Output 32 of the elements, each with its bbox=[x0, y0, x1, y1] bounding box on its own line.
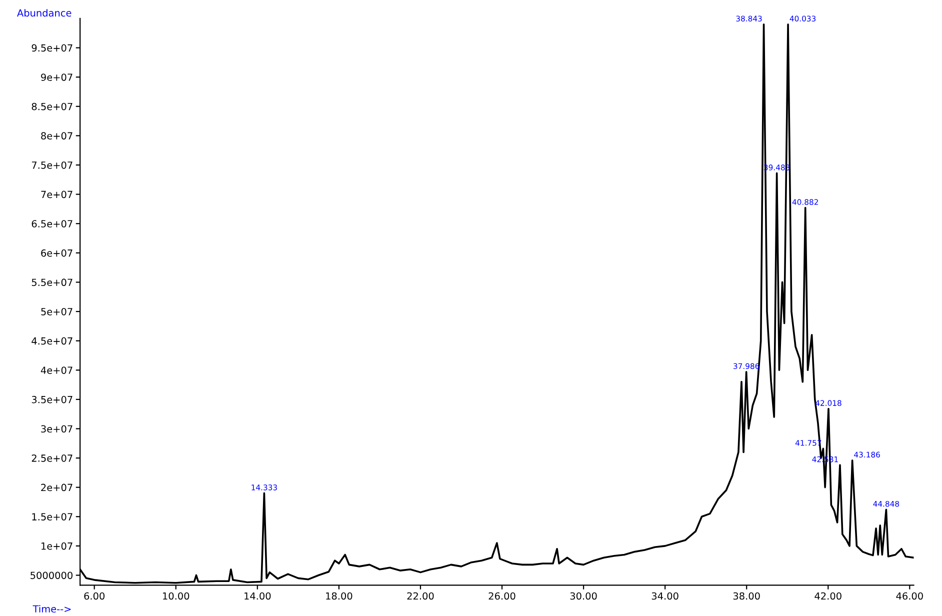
y-tick-label: 3e+07 bbox=[41, 425, 72, 433]
x-tick-label: 42.00 bbox=[814, 592, 842, 600]
y-tick-label: 2.5e+07 bbox=[32, 454, 72, 462]
y-tick-label: 9.5e+07 bbox=[32, 44, 72, 52]
y-tick-label: 2e+07 bbox=[41, 484, 72, 492]
y-tick-label: 4e+07 bbox=[40, 366, 72, 374]
x-tick-label: 22.00 bbox=[407, 592, 434, 600]
x-tick-label: 18.00 bbox=[326, 592, 352, 600]
x-tick-label: 6.00 bbox=[84, 592, 105, 600]
y-tick-label: 3.5e+07 bbox=[32, 396, 72, 404]
y-tick-label: 6e+07 bbox=[41, 249, 72, 257]
y-tick-label: 7.5e+07 bbox=[32, 161, 72, 169]
y-tick-label: 5e+07 bbox=[41, 308, 72, 316]
y-tick-label: 6.5e+07 bbox=[32, 220, 72, 228]
y-tick-label: 4.5e+07 bbox=[32, 337, 72, 345]
y-tick-label: 8.5e+07 bbox=[32, 102, 72, 110]
y-axis-title: Abundance bbox=[17, 9, 72, 17]
y-tick-label: 5.5e+07 bbox=[32, 278, 72, 286]
x-tick-label: 46.00 bbox=[896, 592, 923, 600]
y-tick-label: 7e+07 bbox=[41, 190, 72, 198]
x-axis-title: Time--> bbox=[32, 605, 71, 613]
x-tick-label: 26.00 bbox=[488, 592, 516, 600]
y-tick-label: 9e+07 bbox=[41, 74, 72, 81]
y-tick-label: 8e+07 bbox=[41, 132, 72, 140]
y-tick-label: 5000000 bbox=[30, 572, 72, 580]
y-tick-label: 1e+07 bbox=[42, 542, 72, 550]
x-tick-label: 34.00 bbox=[652, 592, 678, 600]
y-tick-label: 1.5e+07 bbox=[32, 513, 72, 520]
x-tick-label: 38.00 bbox=[733, 592, 760, 600]
x-tick-label: 10.00 bbox=[163, 592, 190, 600]
x-tick-label: 30.00 bbox=[570, 592, 597, 600]
x-tick-label: 14.00 bbox=[244, 592, 271, 600]
